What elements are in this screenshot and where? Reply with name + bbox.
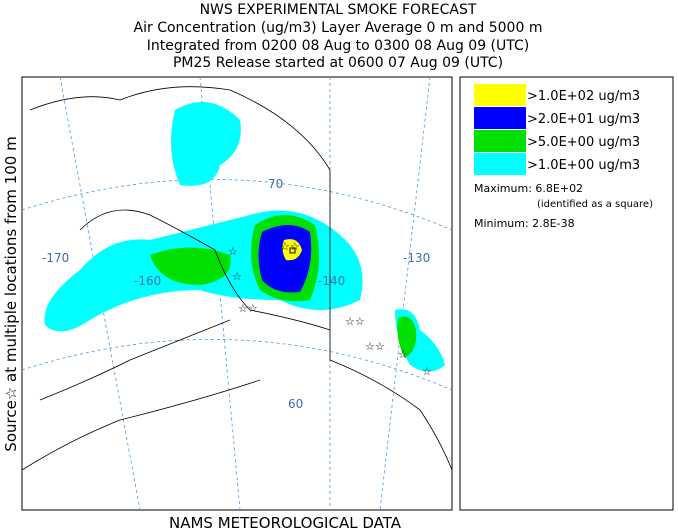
subtitle: PM25 Release started at 0600 07 Aug 09 (… <box>173 55 503 71</box>
side-label: Source☆ at multiple locations from 100 m <box>2 136 20 451</box>
plume <box>397 316 417 358</box>
plume <box>150 247 231 285</box>
plume <box>171 102 241 186</box>
maximum-note: (identified as a square) <box>537 199 653 210</box>
source-marker: ☆ <box>398 348 408 361</box>
source-marker: ☆☆ <box>238 302 258 315</box>
subtitle: Integrated from 0200 08 Aug to 0300 08 A… <box>147 38 530 54</box>
coastline <box>29 86 453 471</box>
source-marker: ☆ <box>228 245 238 258</box>
latitude-label: 70 <box>268 177 283 191</box>
source-marker: ☆ <box>422 365 432 378</box>
source-marker: ☆☆ <box>365 340 385 353</box>
map: ☆ ☆☆ ☆ ☆☆ ☆☆ ☆☆ ☆ ☆ -170 -160 -140 -130 … <box>21 76 453 511</box>
longitude-label: -160 <box>134 274 161 288</box>
graticule <box>379 76 431 511</box>
legend-label: >5.0E+00 ug/m3 <box>527 135 640 150</box>
longitude-label: -140 <box>318 274 345 288</box>
plume <box>258 225 312 293</box>
graticule <box>21 339 453 391</box>
longitude-label: -170 <box>42 251 69 265</box>
graticule <box>59 76 141 511</box>
footer: NAMS METEOROLOGICAL DATA <box>169 514 402 532</box>
legend-swatch <box>474 84 526 106</box>
coastline <box>79 209 331 331</box>
subtitle: Air Concentration (ug/m3) Layer Average … <box>134 20 543 36</box>
legend: >1.0E+02 ug/m3 >2.0E+01 ug/m3 >5.0E+00 ug/… <box>474 84 640 175</box>
minimum: Minimum: 2.8E-38 <box>474 217 575 230</box>
legend-swatch <box>474 130 526 152</box>
maximum: Maximum: 6.8E+02 <box>474 182 583 195</box>
graticule <box>21 179 453 231</box>
plume <box>282 239 302 261</box>
longitude-label: -130 <box>403 251 430 265</box>
legend-swatch <box>474 153 526 175</box>
legend-label: >2.0E+01 ug/m3 <box>527 112 640 127</box>
source-marker: ☆ <box>232 270 242 283</box>
maximum-square <box>289 247 296 254</box>
legend-swatch <box>474 107 526 129</box>
legend-label: >1.0E+00 ug/m3 <box>527 158 640 173</box>
coastline <box>39 319 231 401</box>
coastline <box>21 379 261 471</box>
latitude-label: 60 <box>288 397 303 411</box>
legend-label: >1.0E+02 ug/m3 <box>527 89 640 104</box>
source-marker: ☆☆ <box>345 315 365 328</box>
title: NWS EXPERIMENTAL SMOKE FORECAST <box>200 2 477 18</box>
